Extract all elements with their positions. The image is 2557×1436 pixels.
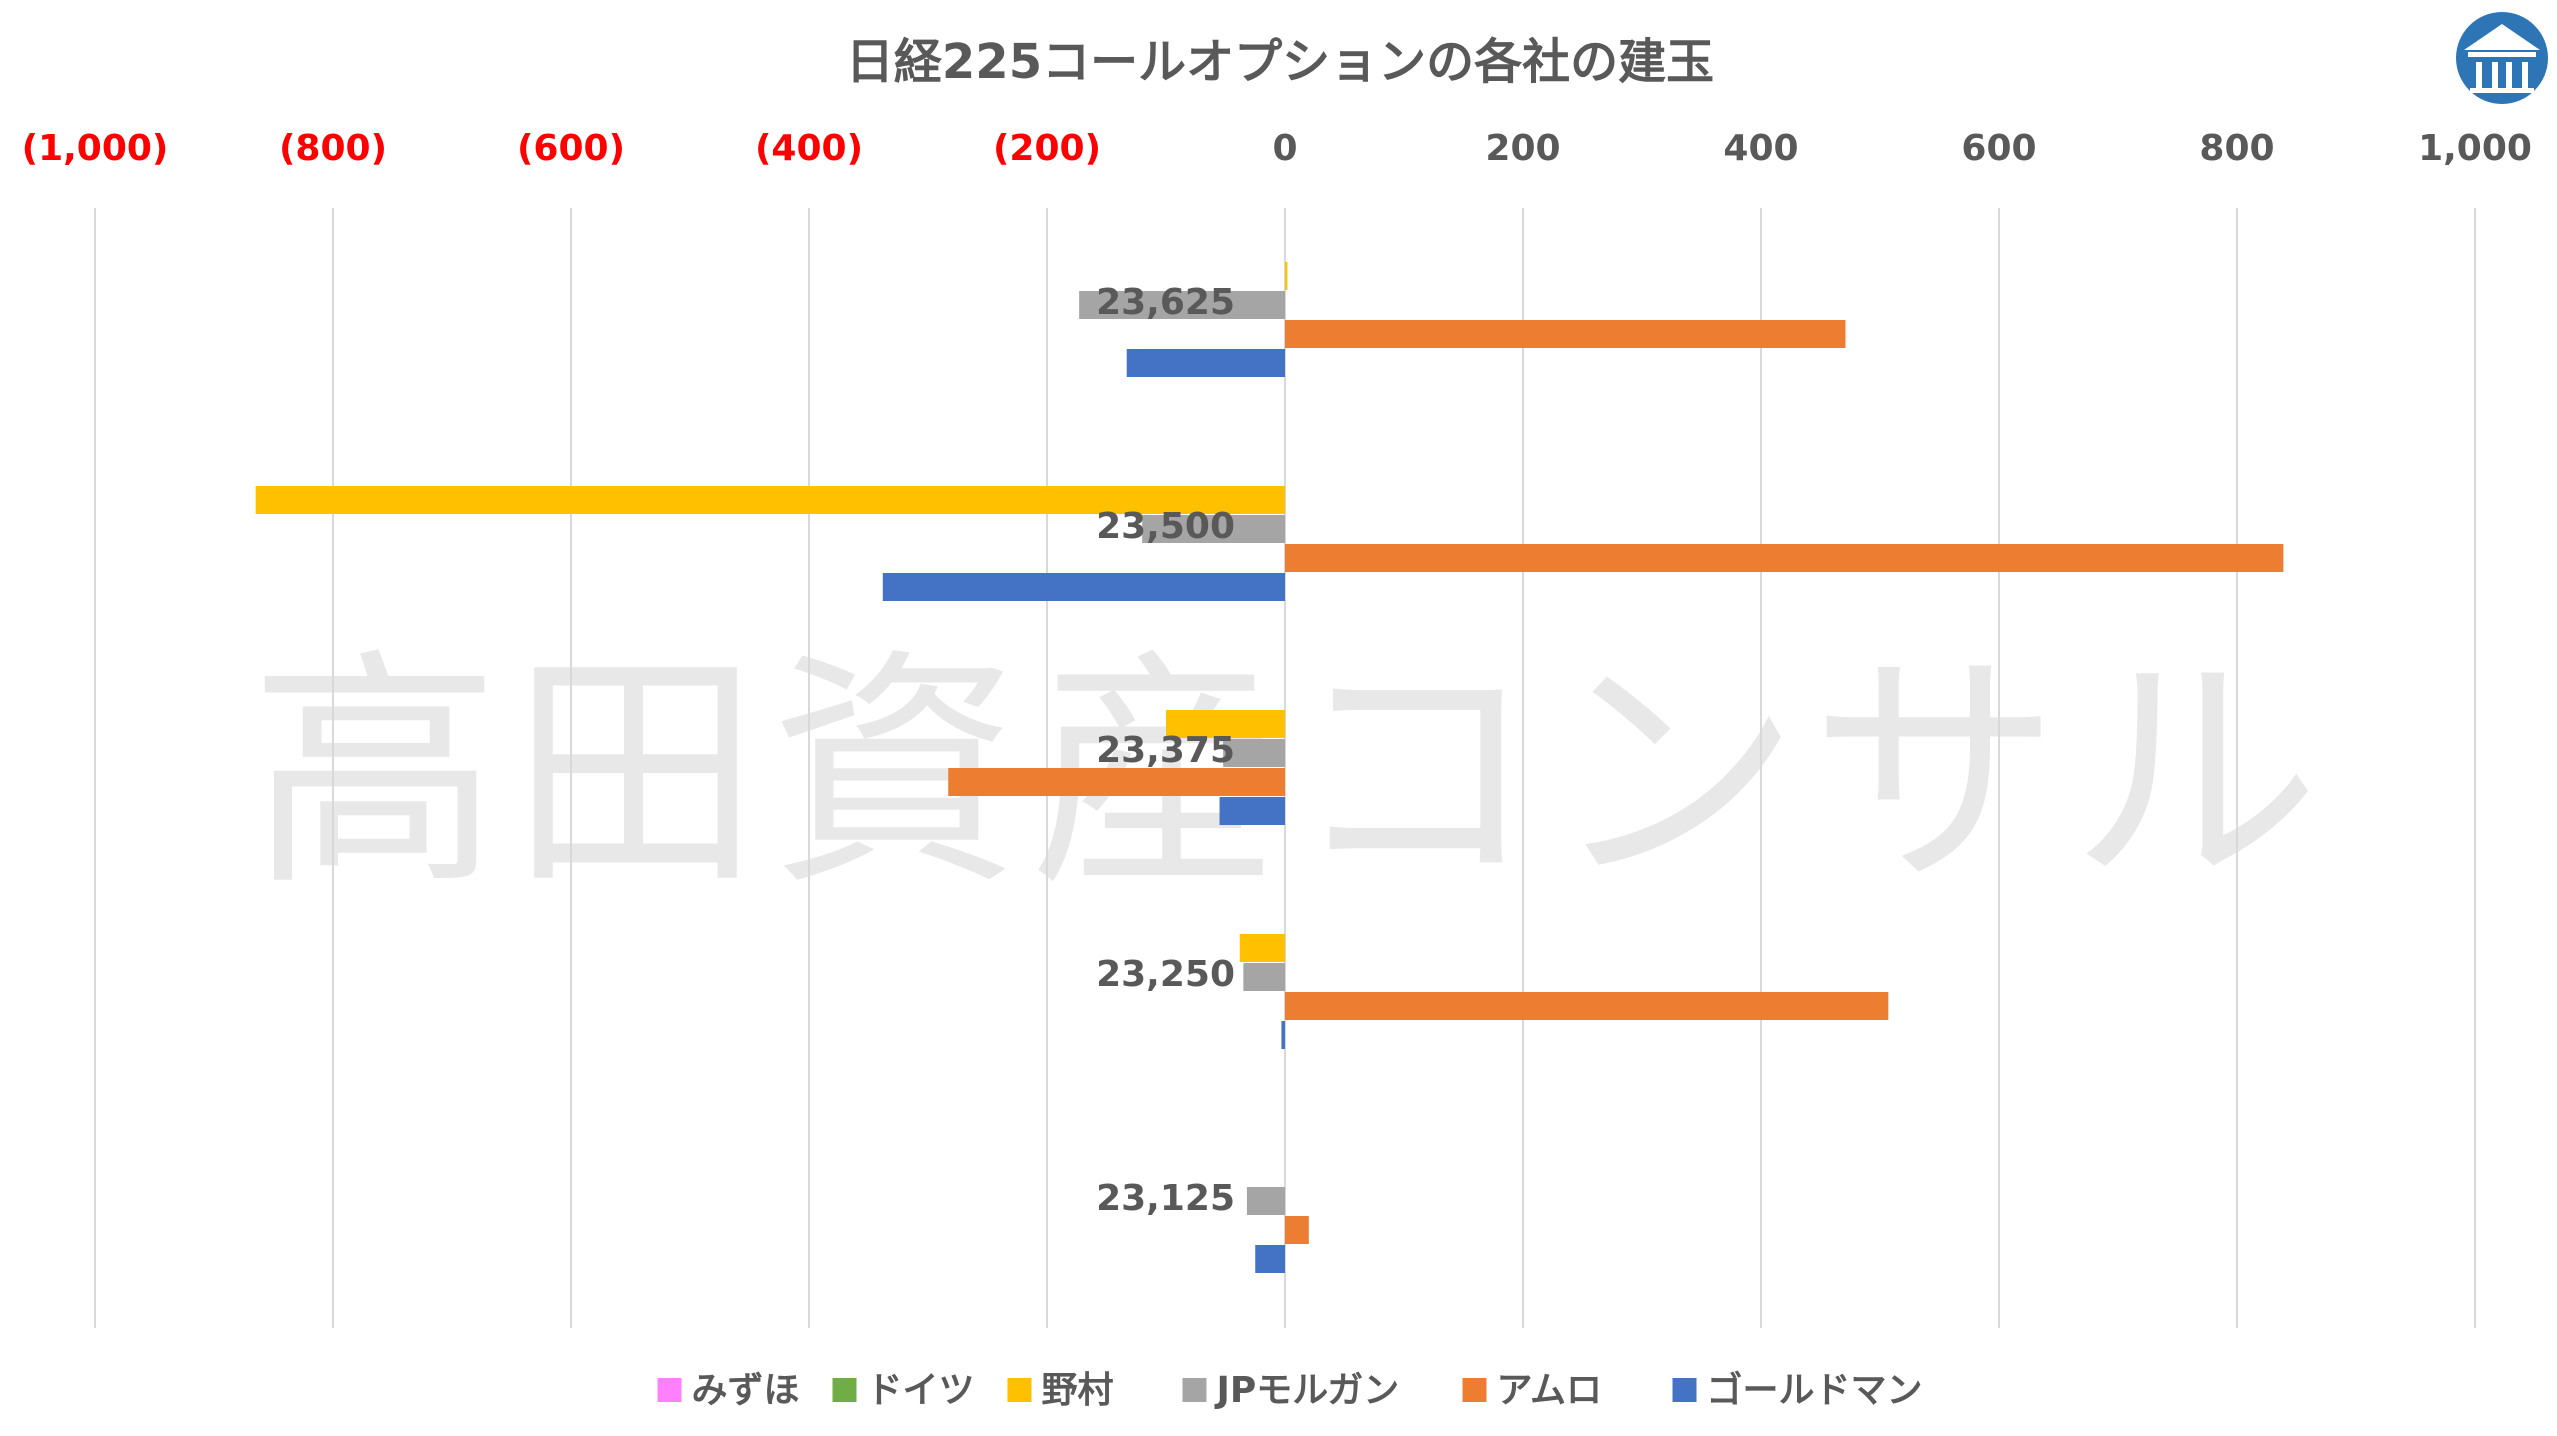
chart-title: 日経225コールオプションの各社の建玉 [846, 34, 1714, 90]
category-labels: 23,625 23,500 23,375 23,250 23,125 [1096, 282, 1235, 1219]
legend-swatch [1182, 1378, 1207, 1402]
bars [255, 262, 2284, 1273]
bar [1223, 739, 1285, 767]
x-tick-label: 800 [2199, 128, 2274, 169]
x-tick-label: (1,000) [22, 128, 169, 169]
bar [1079, 291, 1285, 319]
logo-icon [2456, 12, 2548, 104]
legend: みずほ ドイツ 野村 JPモルガン アムロ ゴールドマン [657, 1369, 1923, 1411]
legend-swatch [1462, 1378, 1487, 1402]
bar [1166, 710, 1285, 738]
bar [1142, 515, 1285, 543]
legend-swatch [1007, 1378, 1032, 1402]
category-label: 23,125 [1096, 1178, 1235, 1219]
bar [1239, 934, 1285, 962]
bar [948, 768, 1285, 796]
bar [1285, 992, 1889, 1020]
legend-label: ドイツ [867, 1370, 975, 1411]
bar [1246, 1187, 1285, 1215]
category-label: 23,500 [1096, 506, 1235, 547]
legend-label: アムロ [1497, 1370, 1602, 1411]
x-tick-label: 0 [1272, 128, 1297, 169]
bar [1255, 1245, 1285, 1273]
legend-swatch [1672, 1378, 1697, 1402]
x-tick-label: (200) [993, 128, 1101, 169]
x-tick-label: (400) [755, 128, 863, 169]
legend-label: みずほ [692, 1370, 800, 1411]
x-axis-ticks: (1,000) (800) (600) (400) (200) 0 200 400 600 800… [22, 128, 2532, 169]
category-label: 23,625 [1096, 282, 1235, 323]
legend-label: 野村 [1042, 1370, 1114, 1411]
x-tick-label: 600 [1961, 128, 2036, 169]
bar [882, 573, 1285, 601]
watermark: 高田資産コンサル [250, 628, 2330, 919]
legend-swatch [657, 1378, 682, 1402]
legend-label: ゴールドマン [1707, 1369, 1923, 1411]
bar [1285, 262, 1288, 290]
x-tick-label: 400 [1723, 128, 1798, 169]
x-tick-label: (600) [517, 128, 625, 169]
bar [1285, 544, 2284, 572]
legend-label: JPモルガン [1214, 1370, 1400, 1411]
bar [1126, 349, 1285, 377]
legend-swatch [832, 1378, 857, 1402]
bar [255, 486, 1285, 514]
x-tick-label: (800) [279, 128, 387, 169]
x-tick-label: 1,000 [2418, 128, 2532, 169]
bar [1281, 1021, 1285, 1049]
x-tick-label: 200 [1485, 128, 1560, 169]
bar [1243, 963, 1285, 991]
bar [1285, 1216, 1309, 1244]
bar [1285, 320, 1846, 348]
bar [1219, 797, 1285, 825]
category-label: 23,375 [1096, 730, 1235, 771]
category-label: 23,250 [1096, 954, 1235, 995]
